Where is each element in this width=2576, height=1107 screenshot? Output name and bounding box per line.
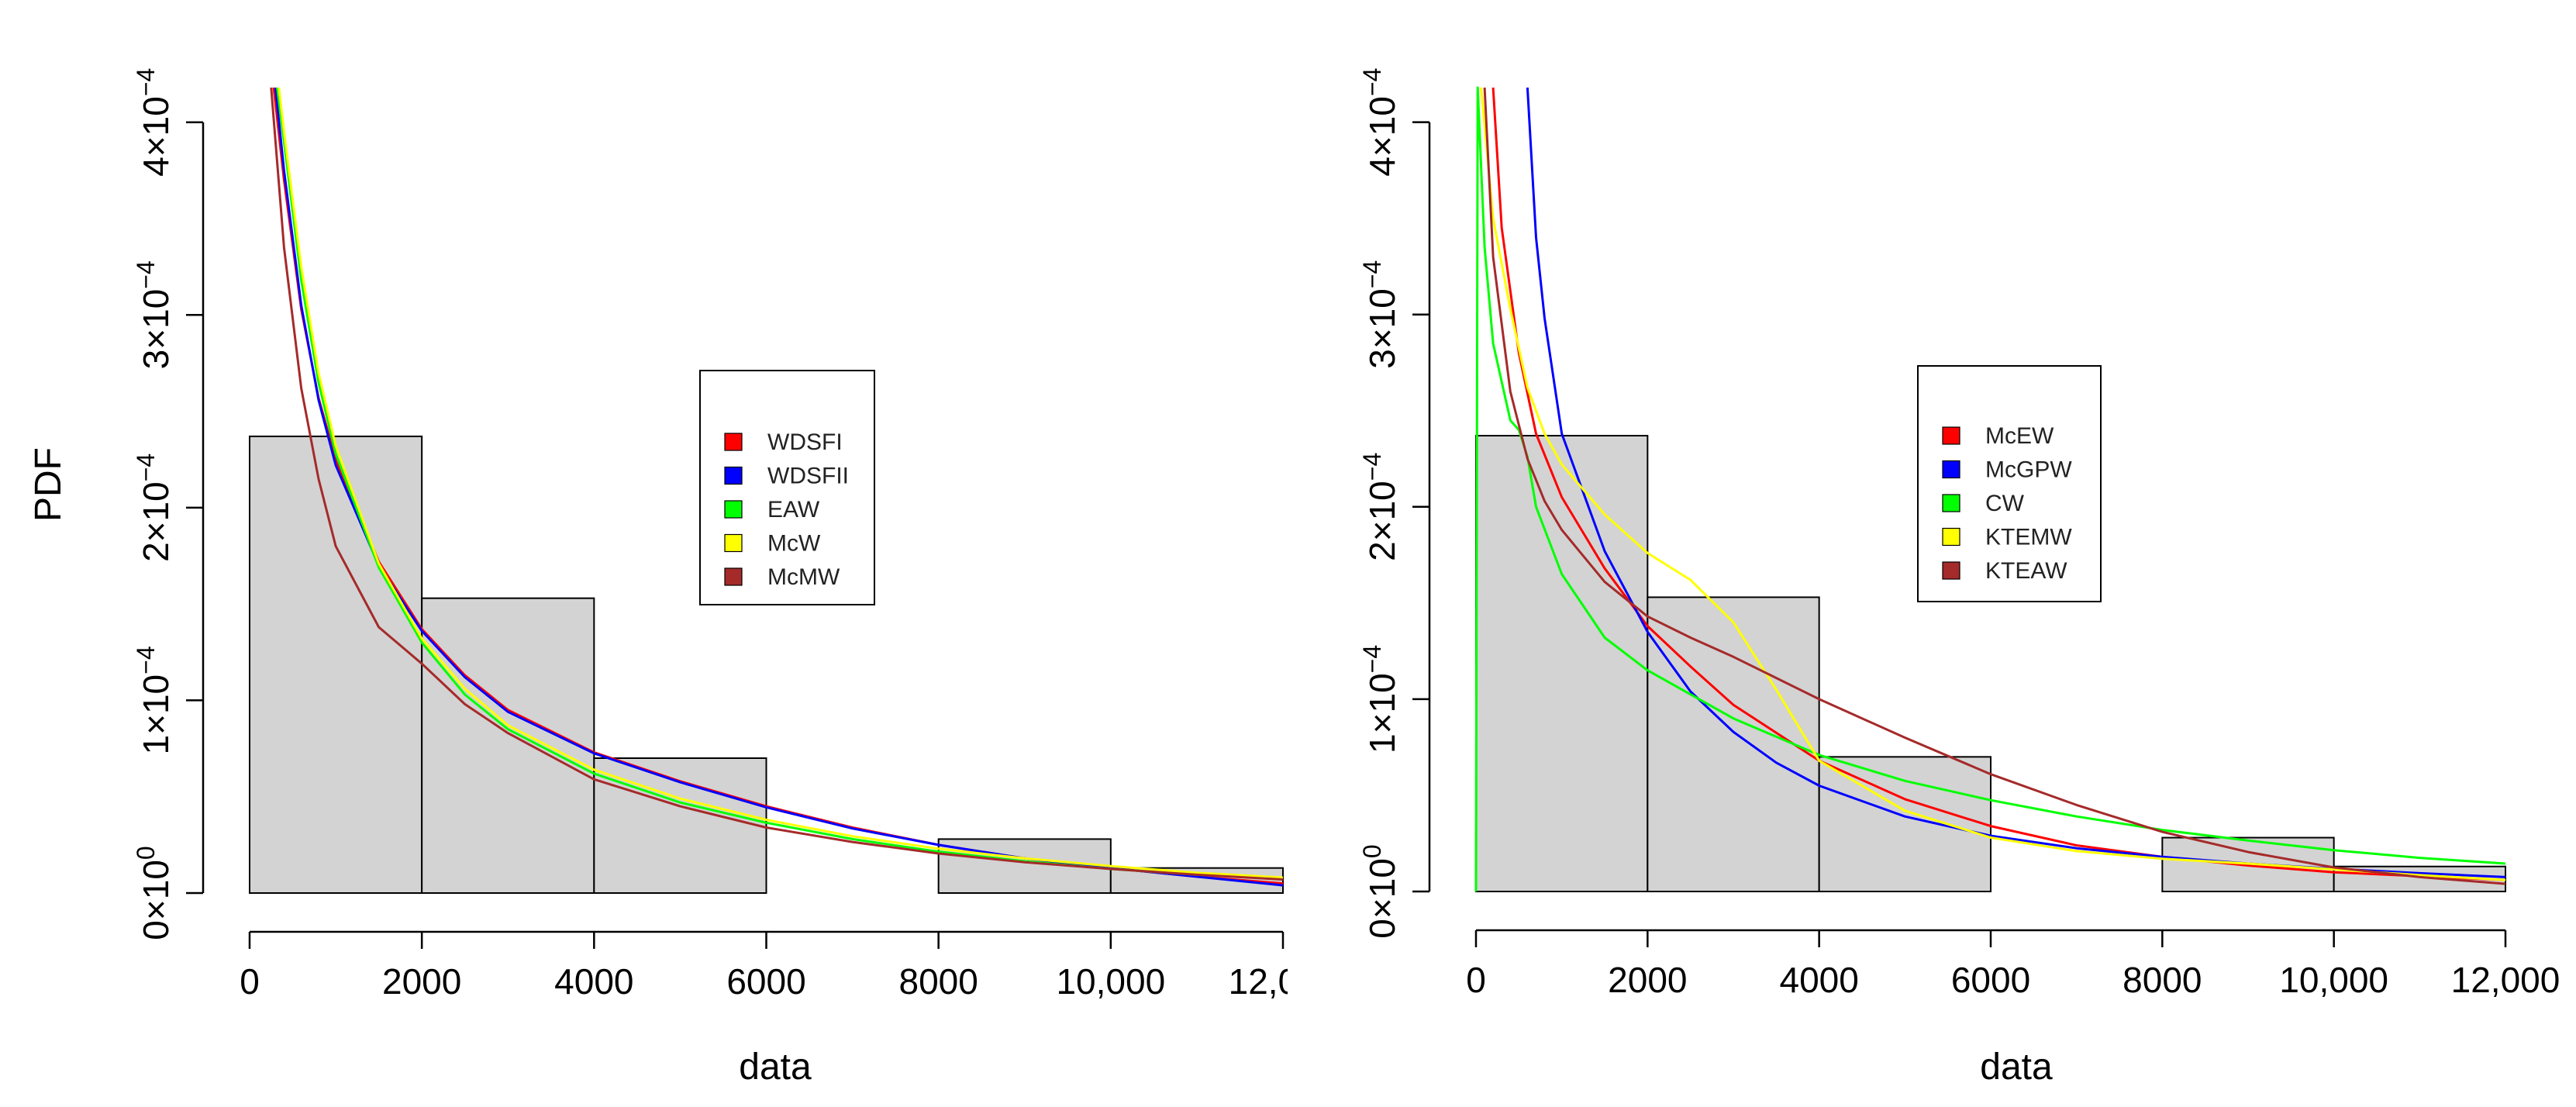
x-tick-label: 2000: [382, 961, 461, 1002]
legend-swatch-mcgpw: [1942, 460, 1960, 479]
legend-swatch-wdsfi: [724, 433, 743, 451]
x-tick-label: 4000: [1779, 960, 1858, 1000]
histogram-bar-0: [249, 435, 423, 894]
series-line-mcmw: [270, 87, 1284, 881]
legend-label-wdsfi: WDSFI: [767, 429, 843, 455]
histogram-bar-1: [1647, 596, 1820, 893]
legend-label-mcgpw: McGPW: [1985, 457, 2072, 483]
legend-swatch-mcw: [724, 533, 743, 553]
right-chart-panel: 0 2000 4000 6000 8000 10,000 12,000 0×100 1×10−4…: [1288, 0, 2576, 1107]
legend-label-eaw: EAW: [767, 497, 820, 522]
histogram-bar-1: [421, 597, 595, 895]
legend-label-wdsfii: WDSFII: [767, 464, 849, 489]
y-tick-label: 1×10−4: [132, 646, 176, 754]
legend-swatch-cw: [1942, 494, 1960, 512]
legend-label-kteaw: KTEAW: [1985, 558, 2067, 584]
y-tick-label: 3×10−4: [1358, 260, 1402, 369]
y-tick-label: 1×10−4: [1358, 645, 1402, 754]
series-line-kteaw: [1483, 87, 2506, 885]
legend-label-ktemw: KTEMW: [1985, 525, 2072, 550]
legend-swatch-kteaw: [1942, 561, 1960, 580]
y-tick-label: 4×10−4: [132, 68, 176, 177]
x-axis-title: data: [1980, 1047, 2053, 1088]
legend-label-mcew: McEW: [1985, 423, 2054, 449]
legend-label-cw: CW: [1985, 491, 2025, 516]
legend-swatch-wdsfii: [724, 466, 743, 485]
x-tick-label: 10,000: [2279, 960, 2388, 1000]
histogram-bar-0: [1475, 435, 1649, 892]
x-tick-label: 12,000: [1229, 961, 1288, 1002]
left-chart-panel: 0 2000 4000 6000 8000 10,000 12,000 0×100 1×10−4…: [28, 68, 1288, 1088]
x-tick-label: 8000: [898, 961, 978, 1002]
x-tick-label: 6000: [1951, 960, 2030, 1000]
y-tick-label: 2×10−4: [1358, 453, 1402, 561]
series-line-ktemw: [1480, 87, 2506, 881]
legend-box: [699, 370, 875, 605]
y-tick-label: 0×100: [1358, 844, 1402, 938]
series-line-mcew: [1491, 87, 2506, 881]
y-tick-label: 3×10−4: [132, 260, 176, 369]
series-line-cw: [1474, 86, 2506, 892]
legend-swatch-eaw: [724, 500, 743, 519]
x-axis-title: data: [739, 1047, 812, 1088]
x-tick-label: 0: [1466, 960, 1486, 1000]
y-tick-label: 0×100: [132, 846, 176, 940]
legend-label-mcw: McW: [767, 531, 821, 557]
x-tick-label: 2000: [1608, 960, 1687, 1000]
right-chart-svg: 0 2000 4000 6000 8000 10,000 12,000 0×100 1×10−4…: [1358, 68, 2560, 1088]
legend-swatch-ktemw: [1942, 527, 1960, 547]
x-tick-label: 0: [240, 961, 260, 1002]
x-tick-label: 8000: [2123, 960, 2202, 1000]
x-tick-label: 6000: [726, 961, 805, 1002]
histogram-bar-2: [1818, 756, 1992, 892]
y-tick-label: 2×10−4: [132, 453, 176, 562]
x-tick-label: 10,000: [1056, 961, 1165, 1002]
y-axis-title: PDF: [28, 447, 69, 522]
y-tick-label: 4×10−4: [1358, 68, 1402, 177]
x-tick-label: 12,000: [2451, 960, 2560, 1000]
left-chart-svg: 0 2000 4000 6000 8000 10,000 12,000 0×100 1×10−4…: [28, 68, 1288, 1088]
legend-label-mcmw: McMW: [767, 564, 840, 590]
series-line-mcw: [278, 87, 1284, 879]
x-tick-label: 4000: [554, 961, 633, 1002]
legend-swatch-mcmw: [724, 567, 743, 586]
legend-swatch-mcew: [1942, 426, 1960, 445]
